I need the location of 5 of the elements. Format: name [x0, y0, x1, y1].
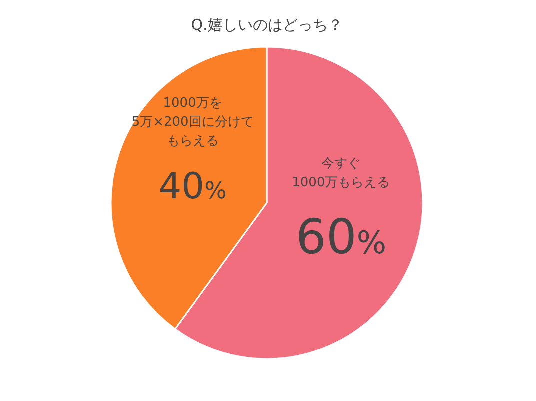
slice-label: 今すぐ1000万もらえる: [292, 156, 390, 191]
slice-label: 1000万を5万×200回に分けてもらえる: [132, 96, 254, 150]
data-label: 60%: [296, 210, 387, 266]
data-label: 40%: [158, 166, 227, 208]
chart-title: Q.嬉しいのはどっち？: [191, 16, 343, 34]
